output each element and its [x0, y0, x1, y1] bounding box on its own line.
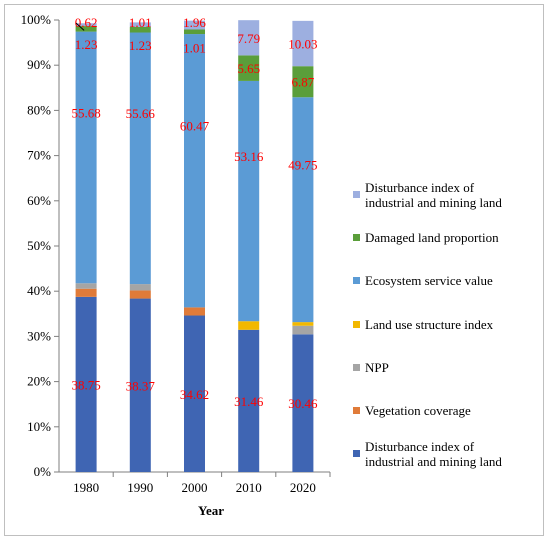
- bar-segment: [238, 80, 260, 322]
- legend-label: Disturbance index of industrial and minin…: [365, 180, 502, 210]
- bar-segment: [75, 23, 97, 27]
- bar-segment: [75, 288, 97, 297]
- bar-segment: [238, 329, 260, 472]
- legend-label: Disturbance index of industrial and minin…: [365, 439, 502, 469]
- data-label: 0.62: [75, 15, 98, 30]
- bar-segment: [184, 315, 205, 472]
- y-tick-label: 40%: [27, 283, 51, 298]
- x-tick-label: 2010: [236, 480, 262, 495]
- bar-segment: [184, 29, 205, 35]
- data-label: 31.46: [234, 394, 264, 409]
- legend-swatch: [353, 407, 360, 414]
- legend-item: Vegetation coverage: [353, 403, 471, 418]
- bar-segment: [129, 32, 151, 285]
- data-label: 38.75: [71, 377, 100, 392]
- bar-segment: [129, 26, 151, 33]
- y-tick-label: 70%: [27, 148, 51, 163]
- legend-swatch: [353, 191, 360, 198]
- y-tick-label: 0%: [34, 464, 52, 479]
- bar-segment: [184, 307, 205, 316]
- data-label: 55.66: [126, 106, 156, 121]
- bar-segment: [292, 20, 314, 67]
- y-tick-label: 90%: [27, 57, 51, 72]
- bar-segment: [75, 296, 97, 472]
- legend-item: NPP: [353, 360, 389, 375]
- y-tick-label: 60%: [27, 193, 51, 208]
- data-label: 10.03: [288, 37, 317, 52]
- legend-item: Ecosystem service value: [353, 273, 493, 288]
- bar-segment: [292, 97, 314, 323]
- x-tick-label: 1990: [127, 480, 153, 495]
- bar-segment: [129, 290, 151, 299]
- legend-label: Vegetation coverage: [365, 403, 471, 418]
- y-tick-label: 30%: [27, 328, 51, 343]
- plot-area: 0% 10% 20% 30% 40% 50% 60% 70% 80% 90% 100% 1980 199…: [21, 12, 331, 495]
- bar-segment: [75, 31, 97, 284]
- data-label: 7.79: [237, 31, 260, 46]
- bars: [75, 20, 314, 472]
- bar-segment: [129, 22, 151, 27]
- data-label: 55.68: [71, 105, 100, 120]
- data-label: 1.01: [129, 15, 152, 30]
- bar-segment: [184, 20, 205, 30]
- data-label: 6.87: [292, 75, 315, 90]
- data-labels: 38.75 55.68 1.23 0.62 38.37 55.66 1.23 1.01 34.6…: [71, 15, 318, 411]
- bar-segment: [292, 322, 314, 326]
- x-tick-label: 1980: [73, 480, 99, 495]
- legend-swatch: [353, 450, 360, 457]
- legend-item: Disturbance index of industrial and minin…: [353, 180, 502, 210]
- y-tick-label: 80%: [27, 102, 51, 117]
- x-axis-title: Year: [198, 503, 224, 518]
- data-label: 60.47: [180, 119, 210, 134]
- bar-segment: [184, 34, 205, 308]
- bar-segment: [75, 26, 97, 32]
- data-label: 30.46: [288, 396, 318, 411]
- data-label: 1.96: [183, 15, 206, 30]
- data-label: 49.75: [288, 157, 317, 172]
- bar-segment: [292, 325, 314, 335]
- y-tick-label: 50%: [27, 238, 51, 253]
- legend-label: Ecosystem service value: [365, 273, 493, 288]
- y-tick-label: 20%: [27, 374, 51, 389]
- x-tick-label: 2020: [290, 480, 316, 495]
- data-label: 5.65: [237, 61, 260, 76]
- bar-segment: [292, 66, 314, 98]
- legend-label: Land use structure index: [365, 317, 494, 332]
- bar-segment: [75, 283, 97, 289]
- bar-segment: [238, 55, 260, 81]
- y-tick-label: 10%: [27, 419, 51, 434]
- legend-swatch: [353, 364, 360, 371]
- legend-item: Land use structure index: [353, 317, 494, 332]
- legend: Disturbance index of industrial and minin…: [353, 180, 502, 469]
- data-label: 38.37: [126, 378, 156, 393]
- data-label: 1.23: [75, 37, 98, 52]
- legend-item: Disturbance index of industrial and minin…: [353, 439, 502, 469]
- legend-swatch: [353, 321, 360, 328]
- legend-label: Damaged land proportion: [365, 230, 499, 245]
- x-tick-label: 2000: [182, 480, 208, 495]
- legend-label: NPP: [365, 360, 389, 375]
- data-label: 1.01: [183, 41, 206, 56]
- bar-segment: [129, 284, 151, 291]
- legend-item: Damaged land proportion: [353, 230, 499, 245]
- legend-swatch: [353, 234, 360, 241]
- y-tick-label: 100%: [21, 12, 52, 27]
- bar-segment: [129, 298, 151, 472]
- data-label: 34.62: [180, 387, 209, 402]
- bar-segment: [238, 20, 260, 56]
- leader-line: [75, 22, 85, 31]
- legend-swatch: [353, 277, 360, 284]
- bar-segment: [292, 334, 314, 472]
- bar-segment: [238, 321, 260, 330]
- data-label: 53.16: [234, 149, 264, 164]
- data-label: 1.23: [129, 38, 152, 53]
